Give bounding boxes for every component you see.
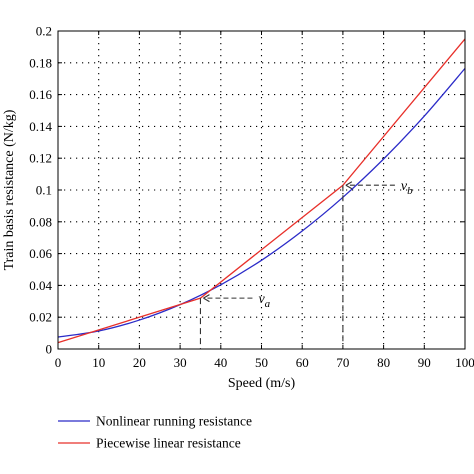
series-line-piecewise [57, 38, 466, 344]
tick-labels: 0 10 20 30 40 50 60 70 80 90 100 0 0.02 0.04 0.06 0.08 0… [29, 24, 474, 371]
y-tick-label: 0.02 [29, 310, 52, 325]
annotations: va vb [199, 179, 413, 349]
x-tick-label: 0 [55, 355, 62, 370]
y-tick-label: 0 [46, 342, 53, 357]
y-tick-label: 0.08 [29, 214, 52, 229]
annotation-arrowhead [203, 294, 210, 303]
y-tick-label: 0.2 [36, 24, 52, 39]
plot-frame [57, 30, 466, 350]
legend: Nonlinear running resistance Piecewise l… [58, 414, 252, 451]
y-axis-title: Train basis resistance (N/kg) [2, 109, 17, 270]
x-tick-label: 10 [92, 355, 105, 370]
y-tick-label: 0.04 [29, 278, 52, 293]
y-tick-label: 0.1 [36, 183, 52, 198]
annotation-label: va [258, 292, 270, 310]
y-tick-label: 0.16 [29, 87, 52, 102]
x-tick-label: 60 [296, 355, 309, 370]
x-tick-label: 70 [336, 355, 349, 370]
legend-label-nonlinear: Nonlinear running resistance [96, 414, 252, 429]
x-tick-label: 80 [377, 355, 390, 370]
y-tick-label: 0.06 [29, 246, 52, 261]
x-tick-label: 40 [214, 355, 227, 370]
series-lines [57, 38, 466, 344]
legend-label-piecewise: Piecewise linear resistance [96, 436, 241, 451]
x-tick-label: 50 [255, 355, 268, 370]
y-tick-label: 0.18 [29, 55, 52, 70]
annotation-arrowhead [345, 181, 353, 190]
annotation-label: vb [401, 179, 413, 197]
x-tick-label: 20 [133, 355, 146, 370]
x-axis-title: Speed (m/s) [228, 376, 296, 391]
series-line-nonlinear [57, 67, 466, 338]
x-tick-label: 100 [455, 355, 474, 370]
y-tick-label: 0.12 [29, 151, 52, 166]
x-tick-label: 90 [418, 355, 431, 370]
x-tick-label: 30 [174, 355, 187, 370]
y-tick-label: 0.14 [29, 119, 52, 134]
